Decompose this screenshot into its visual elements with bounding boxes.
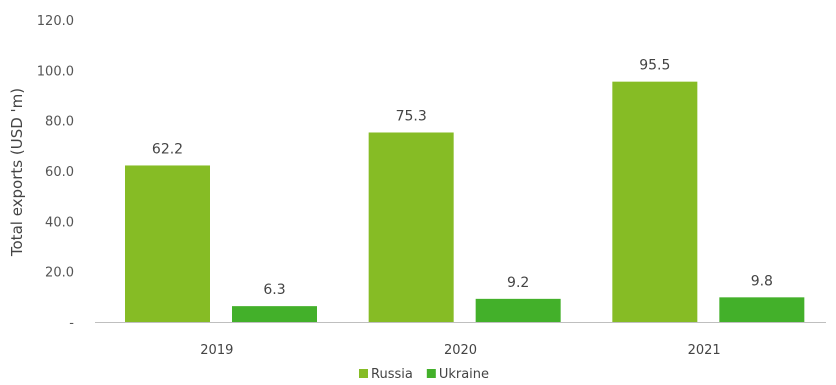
y-tick-label: 60.0 — [45, 165, 74, 180]
x-axis-ticks: 2019 2020 2021 — [200, 343, 720, 358]
bar-ukraine-2020 — [475, 298, 561, 322]
data-labels: 62.2 6.3 75.3 9.2 95.5 9.8 — [152, 58, 773, 298]
y-tick-label: 100.0 — [37, 64, 74, 79]
y-tick-label: - — [69, 316, 74, 331]
x-tick-label: 2020 — [444, 343, 477, 358]
bar-ukraine-2021 — [719, 297, 805, 322]
legend-label-ukraine: Ukraine — [439, 367, 489, 382]
data-label: 75.3 — [396, 108, 427, 124]
legend-swatch-ukraine — [426, 369, 436, 378]
x-tick-label: 2019 — [200, 343, 233, 358]
y-tick-label: 80.0 — [45, 115, 74, 130]
bar-russia-2021 — [612, 81, 698, 323]
data-label: 9.8 — [751, 273, 773, 289]
bar-ukraine-2019 — [232, 306, 317, 322]
data-label: 62.2 — [152, 141, 183, 157]
bar-russia-2019 — [125, 165, 210, 322]
x-tick-label: 2021 — [688, 343, 721, 358]
legend-swatch-russia — [359, 369, 368, 378]
bar-russia-2020 — [368, 132, 454, 322]
legend-label-russia: Russia — [371, 367, 413, 382]
legend: Russia Ukraine — [359, 367, 489, 382]
y-tick-label: 120.0 — [37, 14, 74, 29]
y-axis-ticks: - 20.0 40.0 60.0 80.0 100.0 120.0 — [37, 14, 75, 331]
y-tick-label: 40.0 — [45, 215, 74, 230]
bars — [125, 81, 805, 323]
data-label: 9.2 — [507, 275, 529, 291]
y-axis-label: Total exports (USD 'm) — [8, 88, 26, 257]
y-tick-label: 20.0 — [45, 266, 74, 281]
data-label: 6.3 — [263, 282, 285, 298]
data-label: 95.5 — [639, 58, 670, 74]
